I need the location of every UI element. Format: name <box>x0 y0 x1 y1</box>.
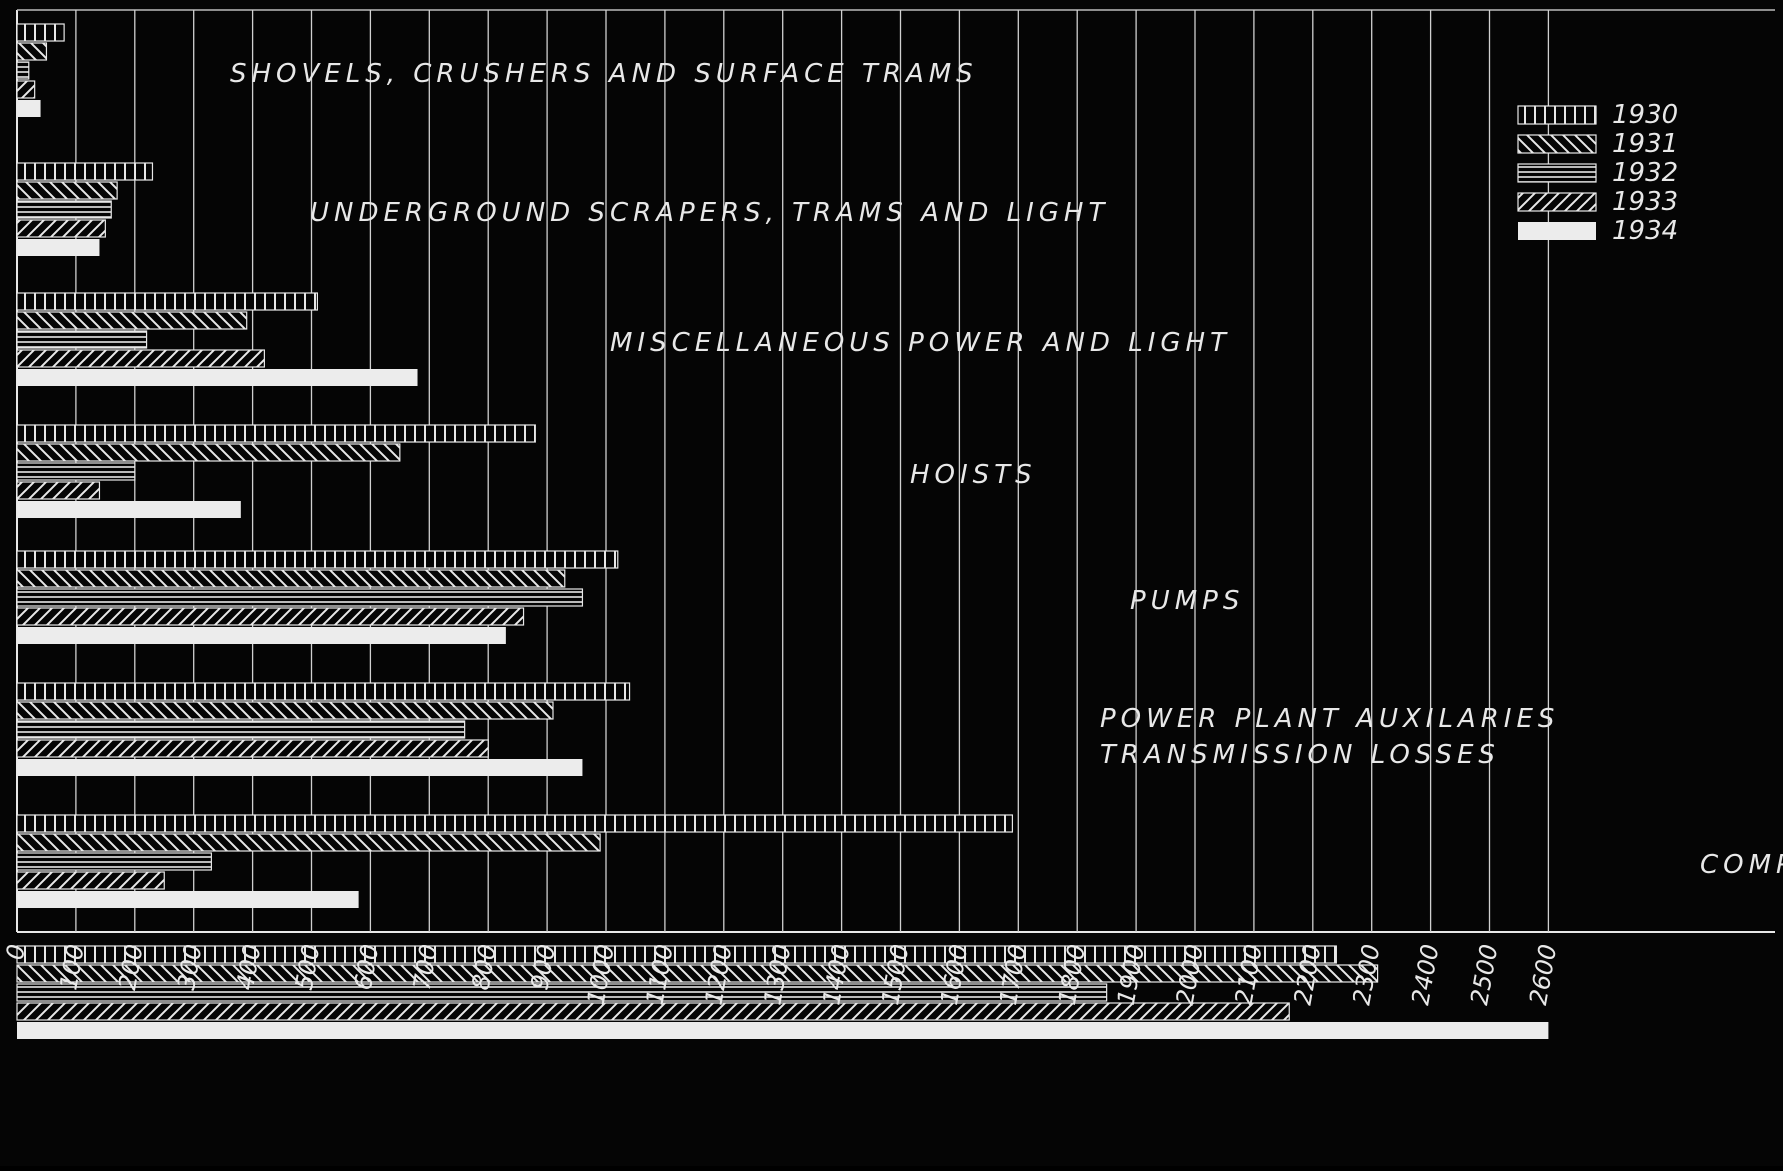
legend-swatch-1931 <box>1517 134 1597 154</box>
bar-1934-4 <box>17 501 241 518</box>
bar-1930-3 <box>16 292 318 311</box>
bar-1933-5 <box>16 607 525 626</box>
legend-swatch-1932 <box>1517 163 1597 183</box>
legend-label-1930: 1930 <box>1612 100 1678 130</box>
legend-label-1931: 1931 <box>1612 129 1678 159</box>
bar-1932-6 <box>16 720 466 739</box>
bar-1932-1 <box>16 61 30 80</box>
bar-1932-7 <box>16 852 212 871</box>
bar-1931-5 <box>16 569 566 588</box>
legend-label-1934: 1934 <box>1612 216 1678 246</box>
legend-swatch-1934 <box>1518 222 1596 240</box>
bar-1930-1 <box>16 23 65 42</box>
bar-1933-6 <box>16 739 489 758</box>
bar-1930-4 <box>16 424 536 443</box>
bar-1931-4 <box>16 443 401 462</box>
bar-1930-2 <box>16 162 154 181</box>
bar-1932-8 <box>16 983 1108 1002</box>
bars <box>16 23 1549 1039</box>
bar-1933-2 <box>16 219 106 238</box>
x-tick-label: 2300 <box>1347 942 1385 1007</box>
bar-1931-7 <box>16 833 601 852</box>
bar-1931-6 <box>16 701 554 720</box>
bar-1934-3 <box>17 369 418 386</box>
category-label: COMPRESSORS <box>1700 850 1783 880</box>
category-label: HOISTS <box>910 460 1037 490</box>
bar-1930-8 <box>16 945 1337 964</box>
bar-1932-3 <box>16 330 148 349</box>
bar-1934-2 <box>17 239 100 256</box>
x-tick-label: 2500 <box>1465 942 1503 1007</box>
category-label: TRANSMISSION LOSSES <box>1100 740 1500 770</box>
bar-1931-1 <box>16 42 48 61</box>
bar-1932-2 <box>16 200 112 219</box>
x-tick-label: 0 <box>1 942 31 962</box>
bar-1934-5 <box>17 627 506 644</box>
category-label: SHOVELS, CRUSHERS AND SURFACE TRAMS <box>230 59 978 89</box>
bar-1930-6 <box>16 682 631 701</box>
bar-1934-8 <box>17 1022 1549 1039</box>
bar-1932-5 <box>16 588 584 607</box>
bar-1933-3 <box>16 349 265 368</box>
bar-1933-1 <box>16 80 36 99</box>
category-labels: SHOVELS, CRUSHERS AND SURFACE TRAMS UNDER… <box>230 59 1783 880</box>
bar-1931-8 <box>16 964 1379 983</box>
bar-1934-1 <box>17 100 41 117</box>
legend-swatch-1933 <box>1517 192 1597 212</box>
bar-1930-7 <box>16 814 1014 833</box>
x-tick-label: 2400 <box>1406 942 1444 1007</box>
bar-1933-8 <box>16 1002 1290 1021</box>
grid-lines <box>16 9 1775 933</box>
legend-swatch-1930 <box>1517 105 1597 125</box>
category-label: MISCELLANEOUS POWER AND LIGHT <box>610 328 1231 358</box>
category-label: PUMPS <box>1130 586 1244 616</box>
category-label: POWER PLANT AUXILARIES <box>1100 704 1559 734</box>
legend-label-1932: 1932 <box>1612 158 1678 188</box>
bar-1933-7 <box>16 871 165 890</box>
category-label: UNDERGROUND SCRAPERS, TRAMS AND LIGHT <box>310 198 1109 228</box>
bar-1931-2 <box>16 181 118 200</box>
bar-1931-3 <box>16 311 248 330</box>
legend-label-1933: 1933 <box>1612 187 1678 217</box>
bar-1933-4 <box>16 481 101 500</box>
bar-1930-5 <box>16 550 619 569</box>
x-tick-label: 2600 <box>1524 942 1562 1007</box>
bar-1934-7 <box>17 891 359 908</box>
bar-1932-4 <box>16 462 136 481</box>
bar-1934-6 <box>17 759 583 776</box>
